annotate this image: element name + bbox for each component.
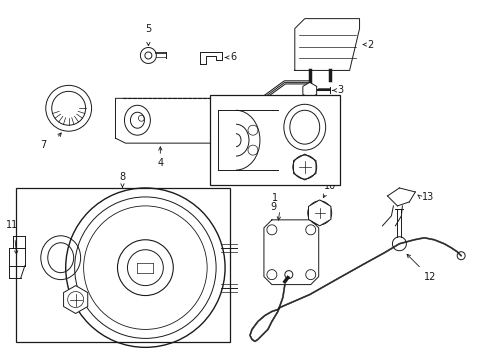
Text: 5: 5 [145, 23, 151, 33]
Text: 1: 1 [272, 193, 278, 203]
Bar [16, 188, 230, 342]
Text: 12: 12 [424, 272, 437, 282]
Polygon shape [264, 220, 318, 285]
Text: 10: 10 [323, 181, 336, 191]
Text: 2: 2 [368, 40, 374, 50]
Text: 4: 4 [157, 158, 163, 168]
Text: 9: 9 [271, 202, 277, 212]
Polygon shape [303, 82, 317, 98]
Text: 3: 3 [338, 85, 344, 95]
Text: 13: 13 [422, 192, 435, 202]
Polygon shape [64, 285, 88, 314]
Polygon shape [309, 200, 331, 226]
Polygon shape [295, 19, 360, 71]
Polygon shape [200, 53, 222, 64]
Bar [210, 95, 340, 185]
Text: 11: 11 [6, 220, 18, 230]
Polygon shape [116, 98, 255, 143]
Text: 6: 6 [230, 53, 236, 63]
Text: 8: 8 [120, 172, 125, 182]
Text: 7: 7 [41, 140, 47, 150]
